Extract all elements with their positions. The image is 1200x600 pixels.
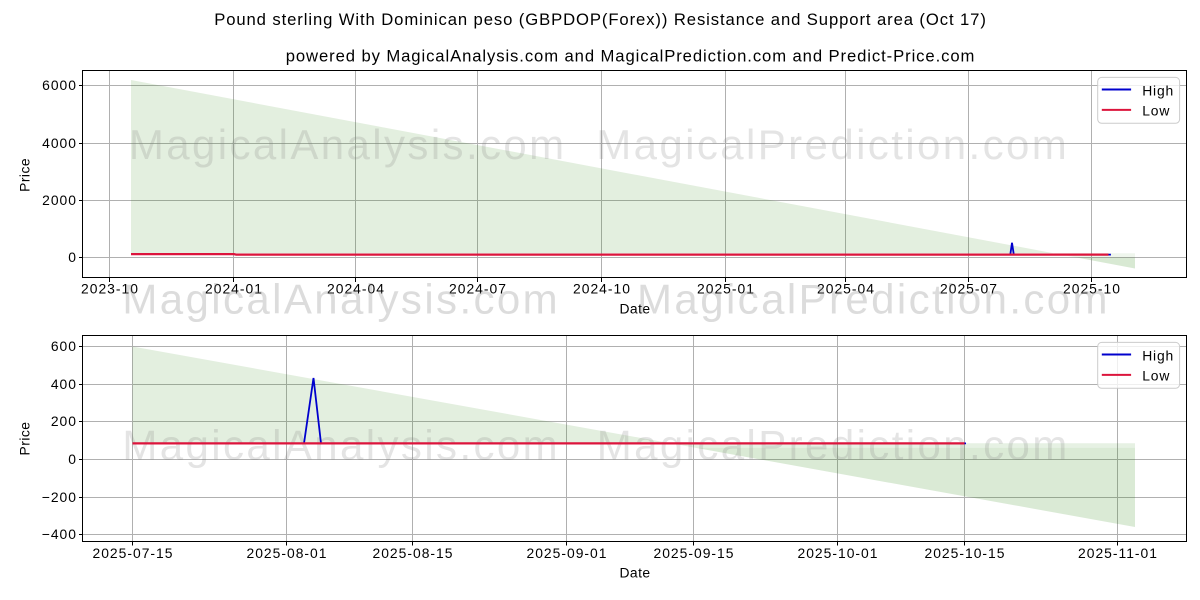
svg-text:2025-01: 2025-01: [697, 281, 755, 297]
svg-text:Pound sterling With Dominican: Pound sterling With Dominican peso (GBPD…: [214, 10, 987, 29]
svg-text:2025-11-01: 2025-11-01: [1078, 545, 1158, 561]
svg-text:400: 400: [51, 376, 77, 392]
svg-text:600: 600: [51, 338, 77, 354]
svg-text:2024-10: 2024-10: [573, 281, 631, 297]
svg-text:Date: Date: [619, 301, 650, 317]
svg-text:2025-08-15: 2025-08-15: [373, 545, 454, 561]
svg-text:Low: Low: [1142, 368, 1170, 384]
svg-text:−200: −200: [42, 489, 77, 505]
svg-text:MagicalPrediction.com: MagicalPrediction.com: [637, 276, 1110, 323]
svg-text:MagicalPrediction.com: MagicalPrediction.com: [596, 121, 1069, 168]
svg-text:MagicalAnalysis.com: MagicalAnalysis.com: [122, 422, 560, 469]
svg-text:0: 0: [68, 451, 77, 467]
svg-text:2024-04: 2024-04: [327, 281, 385, 297]
svg-text:2023-10: 2023-10: [81, 281, 139, 297]
svg-text:MagicalAnalysis.com: MagicalAnalysis.com: [122, 276, 560, 323]
svg-text:2000: 2000: [42, 192, 77, 208]
svg-text:2025-04: 2025-04: [817, 281, 875, 297]
svg-text:−400: −400: [42, 526, 77, 542]
svg-text:Price: Price: [16, 158, 32, 192]
svg-text:6000: 6000: [42, 77, 77, 93]
svg-text:MagicalAnalysis.com: MagicalAnalysis.com: [129, 121, 567, 168]
svg-text:High: High: [1142, 82, 1174, 98]
svg-text:Price: Price: [16, 422, 32, 456]
svg-text:2025-10-15: 2025-10-15: [925, 545, 1006, 561]
svg-text:0: 0: [68, 249, 77, 265]
svg-text:Low: Low: [1142, 103, 1170, 119]
svg-text:2025-09-01: 2025-09-01: [527, 545, 608, 561]
svg-text:Date: Date: [619, 565, 650, 581]
svg-text:powered by MagicalAnalysis.com: powered by MagicalAnalysis.com and Magic…: [286, 47, 976, 66]
svg-text:MagicalPrediction.com: MagicalPrediction.com: [597, 422, 1070, 469]
svg-text:4000: 4000: [42, 135, 77, 151]
svg-text:High: High: [1142, 347, 1174, 363]
svg-text:2025-09-15: 2025-09-15: [654, 545, 735, 561]
svg-text:2025-08-01: 2025-08-01: [247, 545, 328, 561]
svg-text:2025-07: 2025-07: [940, 281, 998, 297]
svg-text:2025-10: 2025-10: [1063, 281, 1121, 297]
svg-text:2024-01: 2024-01: [205, 281, 263, 297]
svg-text:2025-10-01: 2025-10-01: [798, 545, 879, 561]
svg-text:2024-07: 2024-07: [449, 281, 507, 297]
svg-text:200: 200: [51, 413, 77, 429]
svg-text:2025-07-15: 2025-07-15: [93, 545, 174, 561]
